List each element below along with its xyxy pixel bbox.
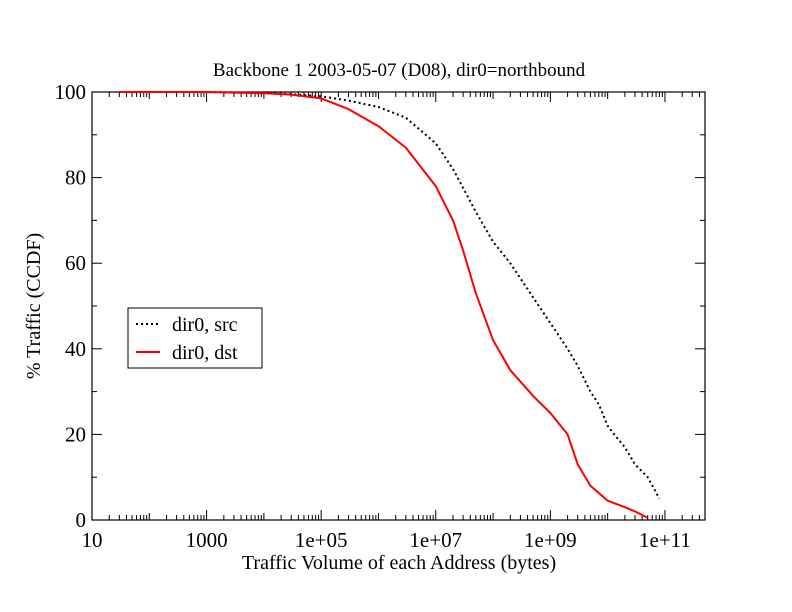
legend-label-src: dir0, src (172, 314, 238, 336)
y-tick-label: 20 (65, 422, 86, 446)
y-tick-label: 80 (65, 166, 86, 190)
y-tick-label: 0 (76, 508, 87, 532)
x-tick-label: 1e+11 (639, 528, 691, 552)
x-tick-label: 1e+05 (295, 528, 348, 552)
x-tick-label: 10 (82, 528, 103, 552)
y-tick-label: 40 (65, 337, 86, 361)
x-axis-label: Traffic Volume of each Address (bytes) (242, 552, 556, 574)
legend-box (127, 307, 263, 369)
y-tick-label: 100 (55, 80, 87, 104)
y-axis-label: % Traffic (CCDF) (23, 233, 45, 379)
x-tick-label: 1e+09 (524, 528, 577, 552)
axis-tick-labels: 10 1000 1e+05 1e+07 1e+09 1e+11 0 20 40 60 80 100 (55, 80, 691, 552)
axis-ticks (91, 91, 705, 521)
series-layer (119, 91, 661, 519)
x-tick-label: 1e+07 (409, 528, 462, 552)
series-line-src (119, 91, 661, 500)
x-tick-label: 1000 (186, 528, 228, 552)
y-tick-label: 60 (65, 251, 86, 275)
legend: dir0, src dir0, dst (127, 307, 263, 369)
chart-title: Backbone 1 2003-05-07 (D08), dir0=northb… (213, 60, 586, 81)
series-line-dst (119, 91, 649, 519)
plot-frame (91, 91, 706, 521)
legend-label-dst: dir0, dst (172, 342, 238, 364)
